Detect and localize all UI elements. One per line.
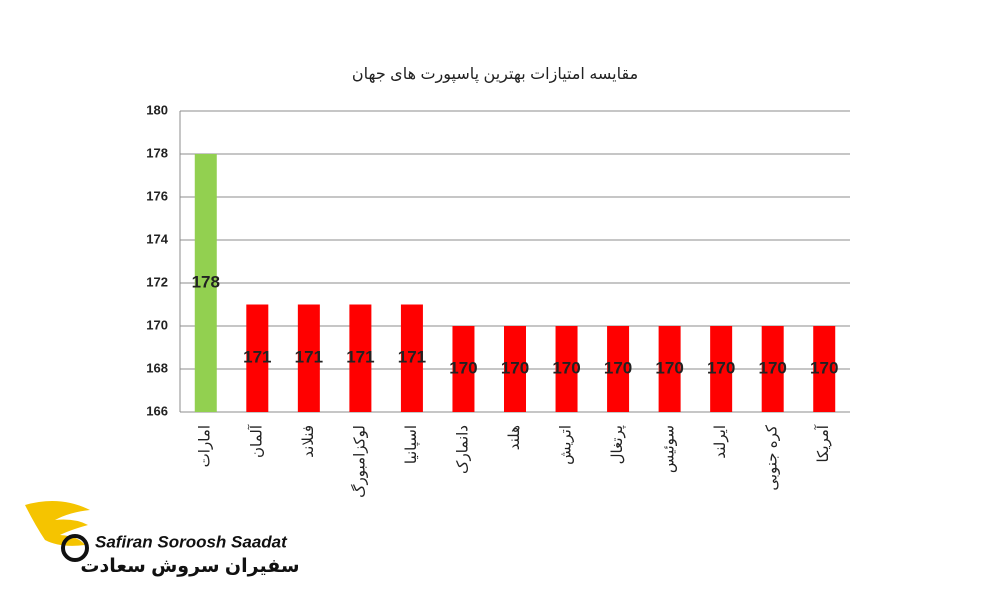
data-label: 170 <box>655 358 683 377</box>
x-tick-label: لوکزامبورگ <box>350 425 368 498</box>
data-label: 170 <box>759 358 787 377</box>
data-label: 170 <box>604 358 632 377</box>
logo-name-fa: سفیران سروش سعادت <box>80 556 299 577</box>
data-label: 170 <box>449 358 477 377</box>
x-tick-label: اتریش <box>558 425 575 465</box>
x-tick-label: فنلاند <box>300 425 317 458</box>
bar <box>813 326 836 412</box>
data-label: 171 <box>398 348 426 367</box>
data-label: 178 <box>192 272 220 291</box>
logo-wing <box>25 501 90 546</box>
x-tick-label: اسپانیا <box>403 425 421 464</box>
data-label: 170 <box>810 358 838 377</box>
y-tick-label: 168 <box>146 360 168 375</box>
bar <box>504 326 526 412</box>
y-tick-label: 170 <box>146 317 168 332</box>
x-tick-label: ایرلند <box>712 425 729 459</box>
x-tick-label: هلند <box>506 425 523 450</box>
data-label: 171 <box>243 348 271 367</box>
bar <box>400 304 423 412</box>
bar <box>194 154 217 412</box>
x-tick-label: آمریکا <box>814 424 832 462</box>
y-tick-label: 178 <box>146 145 168 160</box>
x-tick-label: امارات <box>197 425 214 467</box>
y-tick-label: 166 <box>146 403 168 418</box>
bar <box>607 326 630 412</box>
data-label: 171 <box>346 348 374 367</box>
bar <box>710 326 733 412</box>
y-tick-label: 180 <box>146 102 168 117</box>
x-tick-label: سوئیس <box>661 425 678 473</box>
data-label: 170 <box>707 358 735 377</box>
bar <box>761 326 784 412</box>
x-tick-label: پرتغال <box>609 425 627 464</box>
y-tick-label: 176 <box>146 188 168 203</box>
logo-mark <box>61 534 89 562</box>
data-label: 170 <box>552 358 580 377</box>
data-label: 170 <box>501 358 529 377</box>
bar <box>349 304 372 412</box>
y-tick-label: 174 <box>146 231 168 246</box>
bar <box>246 304 269 412</box>
chart-title: مقایسه امتیازات بهترین پاسپورت های جهان <box>352 66 638 84</box>
data-label: 171 <box>295 348 323 367</box>
bar <box>297 304 320 412</box>
y-tick-label: 172 <box>146 274 168 289</box>
logo: Safiran Soroosh Saadat سفیران سروش سعادت <box>25 501 300 577</box>
x-tick-label: کره جنوبی <box>764 424 781 491</box>
x-tick-label: آلمان <box>247 424 265 458</box>
bar <box>658 326 681 412</box>
x-tick-label: دانمارک <box>454 425 471 474</box>
bar <box>452 326 475 412</box>
logo-name-en: Safiran Soroosh Saadat <box>95 532 288 551</box>
bar <box>555 326 578 412</box>
